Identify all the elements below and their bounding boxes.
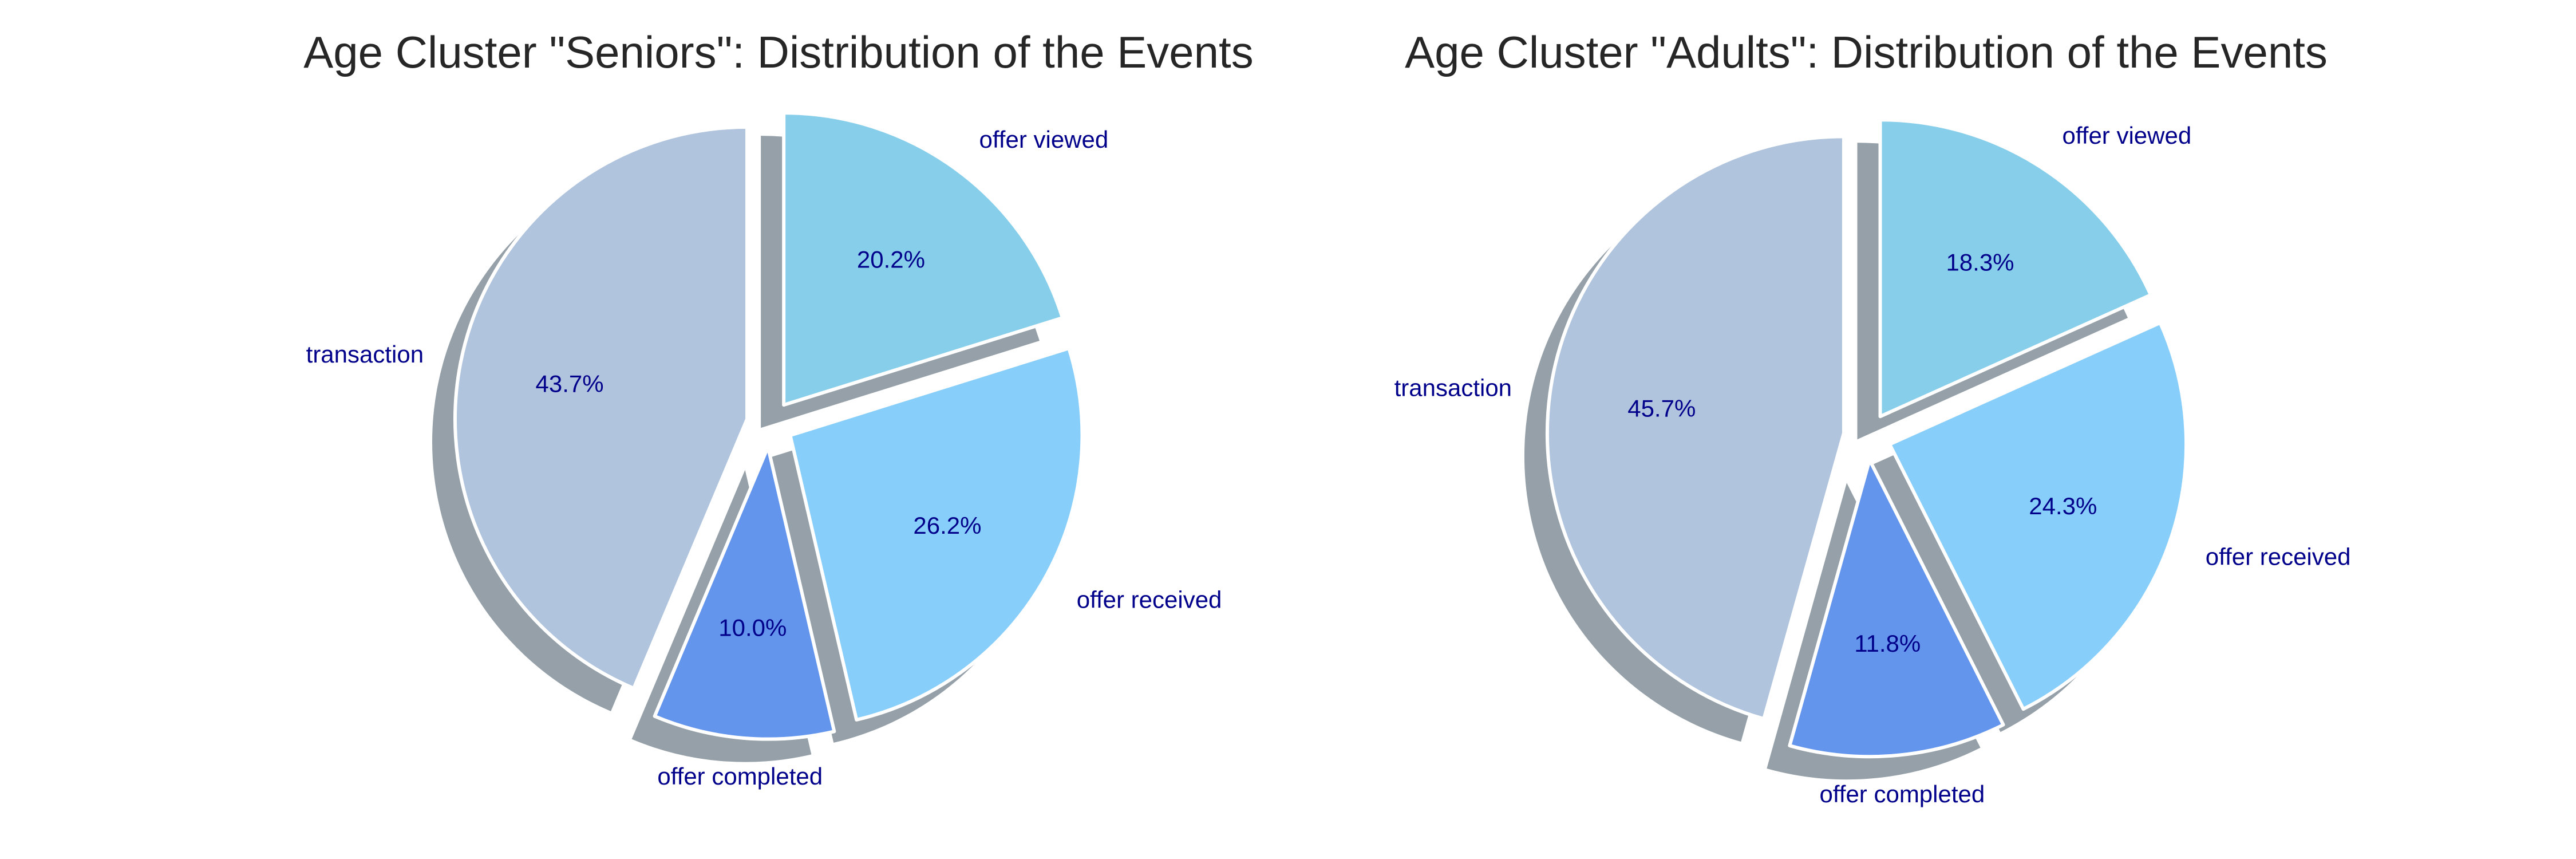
- seniors-slice-offer-received: [788, 346, 1084, 722]
- adults-slice-offer-viewed: [1878, 118, 2153, 419]
- adults-pct-transaction: 45.7%: [1627, 395, 1696, 422]
- seniors-pct-offer-viewed: 20.2%: [857, 246, 925, 273]
- adults-label-offer-viewed: offer viewed: [2063, 122, 2192, 149]
- adults-slice-offer-completed: [1788, 458, 2005, 759]
- seniors-label-transaction: transaction: [306, 341, 424, 368]
- seniors-pct-offer-received: 26.2%: [913, 512, 981, 539]
- adults-pct-offer-completed: 11.8%: [1854, 630, 1921, 657]
- seniors-slice-offer-viewed: [782, 111, 1064, 407]
- seniors-pie-chart: Age Cluster "Seniors": Distribution of t…: [303, 27, 1253, 790]
- seniors-chart-title: Age Cluster "Seniors": Distribution of t…: [303, 27, 1253, 77]
- adults-pct-offer-received: 24.3%: [2029, 492, 2097, 519]
- adults-label-transaction: transaction: [1394, 375, 1512, 401]
- adults-label-offer-completed: offer completed: [1820, 781, 1985, 807]
- seniors-slice-offer-completed: [653, 445, 836, 741]
- adults-label-offer-received: offer received: [2206, 543, 2351, 570]
- seniors-label-offer-completed: offer completed: [657, 763, 823, 790]
- adults-chart-title: Age Cluster "Adults": Distribution of th…: [1405, 27, 2328, 77]
- adults-slice-transaction: [1545, 135, 1846, 721]
- seniors-pct-offer-completed: 10.0%: [718, 614, 787, 641]
- seniors-label-offer-received: offer received: [1077, 586, 1222, 613]
- adults-slice-offer-received: [1888, 321, 2188, 711]
- adults-pie-chart: Age Cluster "Adults": Distribution of th…: [1394, 27, 2351, 807]
- seniors-pct-transaction: 43.7%: [536, 370, 604, 397]
- seniors-label-offer-viewed: offer viewed: [979, 126, 1109, 153]
- seniors-slice-transaction: [453, 125, 749, 690]
- adults-pct-offer-viewed: 18.3%: [1946, 249, 2014, 276]
